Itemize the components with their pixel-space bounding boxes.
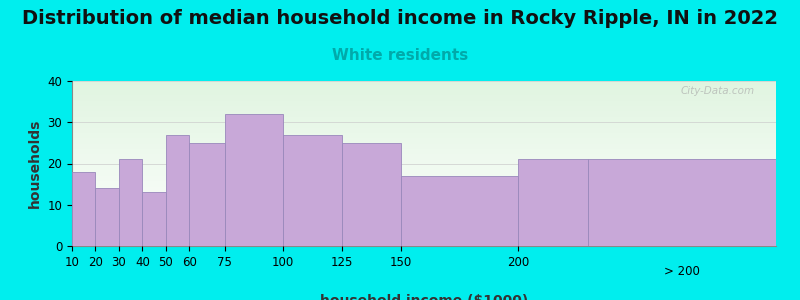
X-axis label: household income ($1000): household income ($1000) [320,294,528,300]
Bar [342,143,401,246]
Bar [283,135,342,246]
Text: Distribution of median household income in Rocky Ripple, IN in 2022: Distribution of median household income … [22,9,778,28]
Bar [225,114,283,246]
Bar [95,188,119,246]
Text: > 200: > 200 [664,265,700,278]
Bar [119,159,142,246]
Text: City-Data.com: City-Data.com [681,86,755,96]
Text: White residents: White residents [332,48,468,63]
Bar [518,159,588,246]
Bar [190,143,225,246]
Y-axis label: households: households [28,119,42,208]
Bar [72,172,95,246]
Bar [401,176,518,246]
Bar [166,135,190,246]
Bar [142,192,166,246]
Bar [588,159,776,246]
